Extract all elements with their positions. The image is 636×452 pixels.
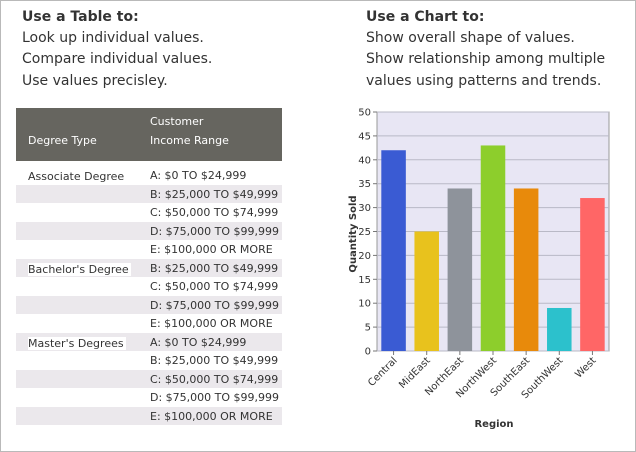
table-row: Master's Degrees A: $0 TO $24,999 <box>16 332 282 351</box>
degree-type-cell: Bachelor's Degree <box>28 262 131 276</box>
table-header: Degree Type Customer Income Range <box>16 108 282 161</box>
income-range-cell: E: $100,000 OR MORE <box>150 409 273 423</box>
bar-mideast <box>414 231 439 351</box>
chart-usage-heading: Use a Chart to: <box>366 9 485 25</box>
table-row: E: $100,000 OR MORE <box>16 406 282 425</box>
chart-y-ticks: 0 5 10 15 20 25 30 35 40 45 50 <box>358 108 371 358</box>
x-tick-label: West <box>573 355 598 380</box>
bar-northwest <box>480 145 506 351</box>
table-row: E: $100,000 OR MORE <box>16 314 282 333</box>
bar-southeast <box>513 188 539 351</box>
income-range-cell: C: $50,000 TO $74,999 <box>150 372 279 386</box>
y-tick-label: 30 <box>358 203 371 214</box>
table-row: D: $75,000 TO $99,999 <box>16 388 282 407</box>
table-usage-line-3: Use values precisley. <box>22 73 168 89</box>
income-range-cell: B: $25,000 TO $49,999 <box>150 261 279 275</box>
header-customer: Customer <box>150 115 204 128</box>
table-row: C: $50,000 TO $74,999 <box>16 369 282 388</box>
y-tick-label: 50 <box>358 108 371 119</box>
header-income-range: Income Range <box>150 134 229 147</box>
income-range-cell: C: $50,000 TO $74,999 <box>150 280 279 293</box>
bar-west <box>580 198 605 351</box>
table-row: B: $25,000 TO $49,999 <box>16 351 282 370</box>
chart-usage-line-3: values using patterns and trends. <box>366 73 602 89</box>
income-range-cell: D: $75,000 TO $99,999 <box>150 224 280 238</box>
income-range-cell: D: $75,000 TO $99,999 <box>150 298 280 312</box>
x-tick-label: Central <box>366 355 400 389</box>
y-tick-label: 5 <box>365 323 371 334</box>
income-range-cell: A: $0 TO $24,999 <box>150 335 247 349</box>
income-range-cell: C: $50,000 TO $74,999 <box>150 206 279 219</box>
table-usage-line-2: Compare individual values. <box>22 51 213 67</box>
table-row: Associate Degree A: $0 TO $24,999 <box>16 166 282 185</box>
bar-central <box>381 150 406 351</box>
x-axis-label: Region <box>474 419 513 430</box>
table-row: B: $25,000 TO $49,999 <box>16 184 282 203</box>
y-tick-label: 25 <box>358 227 371 238</box>
table-row: C: $50,000 TO $74,999 <box>16 203 282 222</box>
chart-x-ticks: CentralMidEastNorthEastNorthWestSouthEas… <box>366 351 599 401</box>
quantity-by-region-chart: 0 5 10 15 20 25 30 35 40 45 50 CentralMidEastNorth… <box>348 108 610 430</box>
y-tick-label: 20 <box>358 251 371 262</box>
y-axis-label: Quantity Sold <box>348 195 359 272</box>
y-tick-label: 35 <box>358 179 371 190</box>
header-degree-type: Degree Type <box>28 134 97 147</box>
table-row: D: $75,000 TO $99,999 <box>16 221 282 240</box>
income-range-cell: D: $75,000 TO $99,999 <box>150 391 280 404</box>
y-tick-label: 45 <box>358 131 371 142</box>
y-tick-label: 10 <box>358 299 371 310</box>
bar-southwest <box>547 307 572 351</box>
income-range-cell: B: $25,000 TO $49,999 <box>150 187 279 201</box>
chart-bars <box>381 145 605 351</box>
y-tick-label: 0 <box>365 347 371 358</box>
income-range-cell: A: $0 TO $24,999 <box>150 169 247 182</box>
table-usage-line-1: Look up individual values. <box>22 30 204 46</box>
table-row: Bachelor's Degree B: $25,000 TO $49,999 <box>16 258 282 277</box>
income-range-cell: E: $100,000 OR MORE <box>150 317 273 330</box>
income-range-cell: B: $25,000 TO $49,999 <box>150 354 279 367</box>
bar-northeast <box>447 188 473 351</box>
y-tick-label: 40 <box>358 155 371 166</box>
table-row: D: $75,000 TO $99,999 <box>16 295 282 314</box>
table-row: E: $100,000 OR MORE <box>16 240 282 259</box>
chart-usage-line-2: Show relationship among multiple <box>366 51 606 67</box>
degree-type-cell: Associate Degree <box>28 170 127 183</box>
degree-type-cell: Master's Degrees <box>28 336 126 350</box>
income-range-cell: E: $100,000 OR MORE <box>150 243 273 256</box>
chart-usage-line-1: Show overall shape of values. <box>366 30 575 46</box>
table-row: C: $50,000 TO $74,999 <box>16 277 282 296</box>
table-usage-heading: Use a Table to: <box>22 9 139 25</box>
y-tick-label: 15 <box>358 275 371 286</box>
